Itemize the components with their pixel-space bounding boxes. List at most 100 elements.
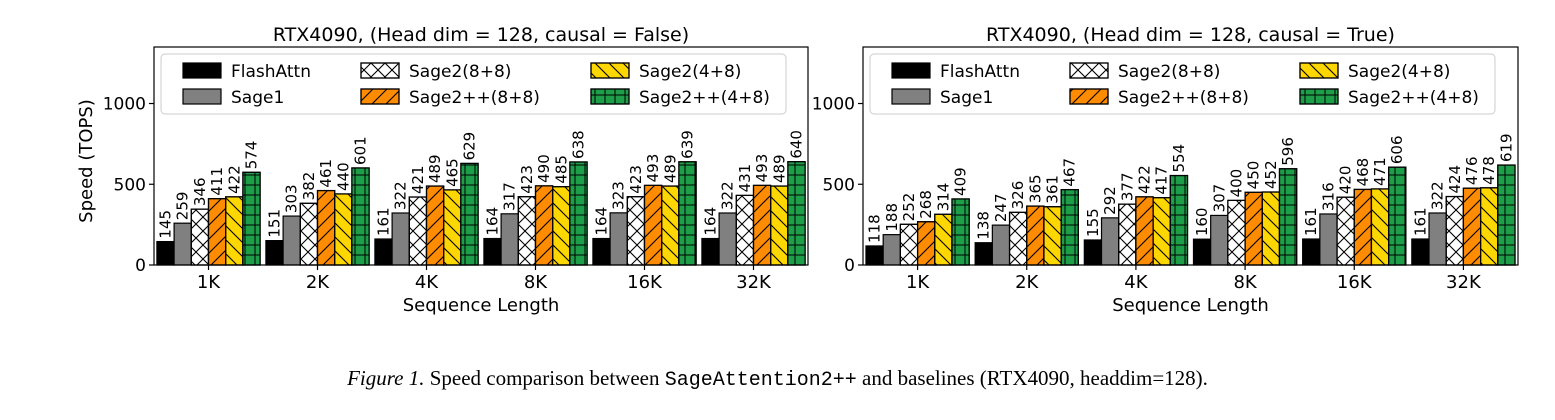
data-label: 489 <box>661 154 679 183</box>
data-label: 292 <box>1101 186 1119 215</box>
bar-hatch-Sage2(8+8)-8K <box>517 196 537 266</box>
data-label: 161 <box>1302 207 1320 236</box>
bar-Sage1-8K <box>500 213 519 266</box>
bar-hatch-Sage2(8+8)-16K <box>626 196 646 266</box>
x-tick-label: 4K <box>415 272 439 293</box>
data-label: 606 <box>1388 136 1406 165</box>
bar-hatch-Sage2(8+8)-4K <box>1118 203 1137 266</box>
data-label: 468 <box>1354 158 1372 187</box>
data-label: 467 <box>1061 158 1079 187</box>
data-label: 490 <box>535 154 553 183</box>
data-label: 164 <box>702 207 720 236</box>
bar-Sage1-2K <box>991 224 1011 266</box>
y-tick-label: 500 <box>114 175 146 195</box>
legend-swatch-hatch-Sage2(8+8) <box>360 62 400 79</box>
data-label: 461 <box>317 159 335 188</box>
data-label: 639 <box>679 130 697 159</box>
bar-Sage1-16K <box>609 212 628 266</box>
y-tick-label: 500 <box>823 175 855 195</box>
chart-title: RTX4090, (Head dim = 128, causal = True) <box>986 24 1395 46</box>
data-label: 493 <box>753 154 771 183</box>
x-tick-label: 8K <box>524 272 548 293</box>
bar-hatch-Sage2++(8+8)-2K <box>1026 205 1045 266</box>
data-label: 478 <box>1480 156 1498 185</box>
plot-frame <box>862 46 1519 266</box>
bar-Sage1-1K <box>173 222 192 266</box>
legend-entry-Sage2++(8+8): Sage2++(8+8) <box>409 88 540 108</box>
bar-hatch-Sage2++(4+8)-2K <box>1060 188 1079 266</box>
bar-hatch-Sage2(4+8)-4K <box>443 189 462 266</box>
bar-hatch-Sage2++(4+8)-4K <box>460 162 479 266</box>
data-label: 423 <box>627 165 645 194</box>
chart-panel-non-causal: RTX4090, (Head dim = 128, causal = False… <box>76 24 809 316</box>
data-label: 638 <box>570 130 588 159</box>
bar-hatch-Sage2++(4+8)-1K <box>951 198 970 266</box>
bar-Sage1-2K <box>282 215 301 266</box>
x-tick-label: 32K <box>1446 272 1482 293</box>
bar-hatch-Sage2(4+8)-32K <box>1480 187 1499 266</box>
bar-hatch-Sage2(8+8)-2K <box>1008 211 1028 266</box>
bar-hatch-Sage2++(4+8)-1K <box>242 171 261 266</box>
bar-Sage1-4K <box>1100 217 1120 266</box>
data-label: 420 <box>1337 166 1355 195</box>
legend-box <box>160 53 787 115</box>
data-label: 493 <box>644 154 662 183</box>
bar-hatch-Sage2++(8+8)-4K <box>425 185 445 266</box>
data-label: 317 <box>501 182 519 211</box>
bar-FlashAttn-16K <box>1302 238 1321 266</box>
data-label: 161 <box>1411 207 1429 236</box>
caption-text-before: Speed comparison between <box>429 366 660 390</box>
legend: FlashAttn Sage2(8+8) Sage2(4+8) Sage1 Sage2+… <box>869 53 1496 115</box>
y-tick-label: 0 <box>844 256 855 276</box>
legend-swatch-Sage1 <box>182 88 222 105</box>
bar-hatch-Sage2++(4+8)-32K <box>1497 164 1516 266</box>
bar-Sage1-8K <box>1210 214 1229 266</box>
data-label: 452 <box>1262 160 1280 189</box>
bar-FlashAttn-2K <box>974 242 993 266</box>
bar-Sage1-16K <box>1319 213 1338 266</box>
legend: FlashAttn Sage2(8+8) Sage2(4+8) Sage1 Sage2+… <box>160 53 787 115</box>
legend-entry-Sage1: Sage1 <box>940 88 993 108</box>
data-label: 307 <box>1210 184 1228 213</box>
legend-swatch-hatch-Sage2++(4+8) <box>590 88 630 105</box>
bar-hatch-Sage2++(4+8)-16K <box>678 161 697 266</box>
y-tick-label: 1000 <box>103 95 146 115</box>
data-label: 417 <box>1153 166 1171 195</box>
legend-entry-Sage2(8+8): Sage2(8+8) <box>409 62 511 82</box>
bar-hatch-Sage2(8+8)-1K <box>899 223 919 266</box>
bar-FlashAttn-2K <box>265 240 284 266</box>
data-label: 155 <box>1084 208 1102 237</box>
bar-hatch-Sage2(4+8)-16K <box>1370 188 1390 266</box>
bar-Sage1-32K <box>718 212 737 266</box>
data-label: 450 <box>1245 161 1263 190</box>
bar-hatch-Sage2++(4+8)-8K <box>569 161 588 266</box>
data-label: 465 <box>443 158 461 187</box>
data-label: 145 <box>157 210 175 239</box>
caption-code: SageAttention2++ <box>664 369 857 392</box>
bar-hatch-Sage2(8+8)-8K <box>1227 199 1246 266</box>
legend-swatch-hatch-Sage2(8+8) <box>1069 62 1109 79</box>
data-label: 303 <box>283 184 301 213</box>
data-label: 160 <box>1193 208 1211 237</box>
legend-swatch-hatch-Sage2++(8+8) <box>360 88 400 105</box>
x-axis-label: Sequence Length <box>403 295 560 316</box>
data-label: 365 <box>1026 174 1044 203</box>
bar-hatch-Sage2(4+8)-32K <box>770 185 789 266</box>
data-label: 259 <box>174 192 192 221</box>
legend-swatch-hatch-Sage2(4+8) <box>1299 62 1339 79</box>
y-tick-label: 1000 <box>812 95 855 115</box>
x-tick-label: 1K <box>906 272 930 293</box>
bar-hatch-Sage2++(4+8)-4K <box>1169 174 1189 266</box>
bar-hatch-Sage2(8+8)-4K <box>408 196 428 266</box>
bar-hatch-Sage2++(4+8)-32K <box>787 161 806 266</box>
data-label: 247 <box>992 193 1010 222</box>
data-label: 640 <box>788 130 806 159</box>
data-label: 422 <box>1136 165 1154 194</box>
bar-hatch-Sage2(4+8)-8K <box>1261 191 1281 266</box>
data-label: 322 <box>1429 181 1447 210</box>
data-label: 268 <box>917 190 935 219</box>
bar-hatch-Sage2(8+8)-32K <box>735 194 755 266</box>
legend-entry-Sage2++(4+8): Sage2++(4+8) <box>639 88 770 108</box>
bar-hatch-Sage2(8+8)-1K <box>190 208 210 266</box>
data-label: 322 <box>392 181 410 210</box>
